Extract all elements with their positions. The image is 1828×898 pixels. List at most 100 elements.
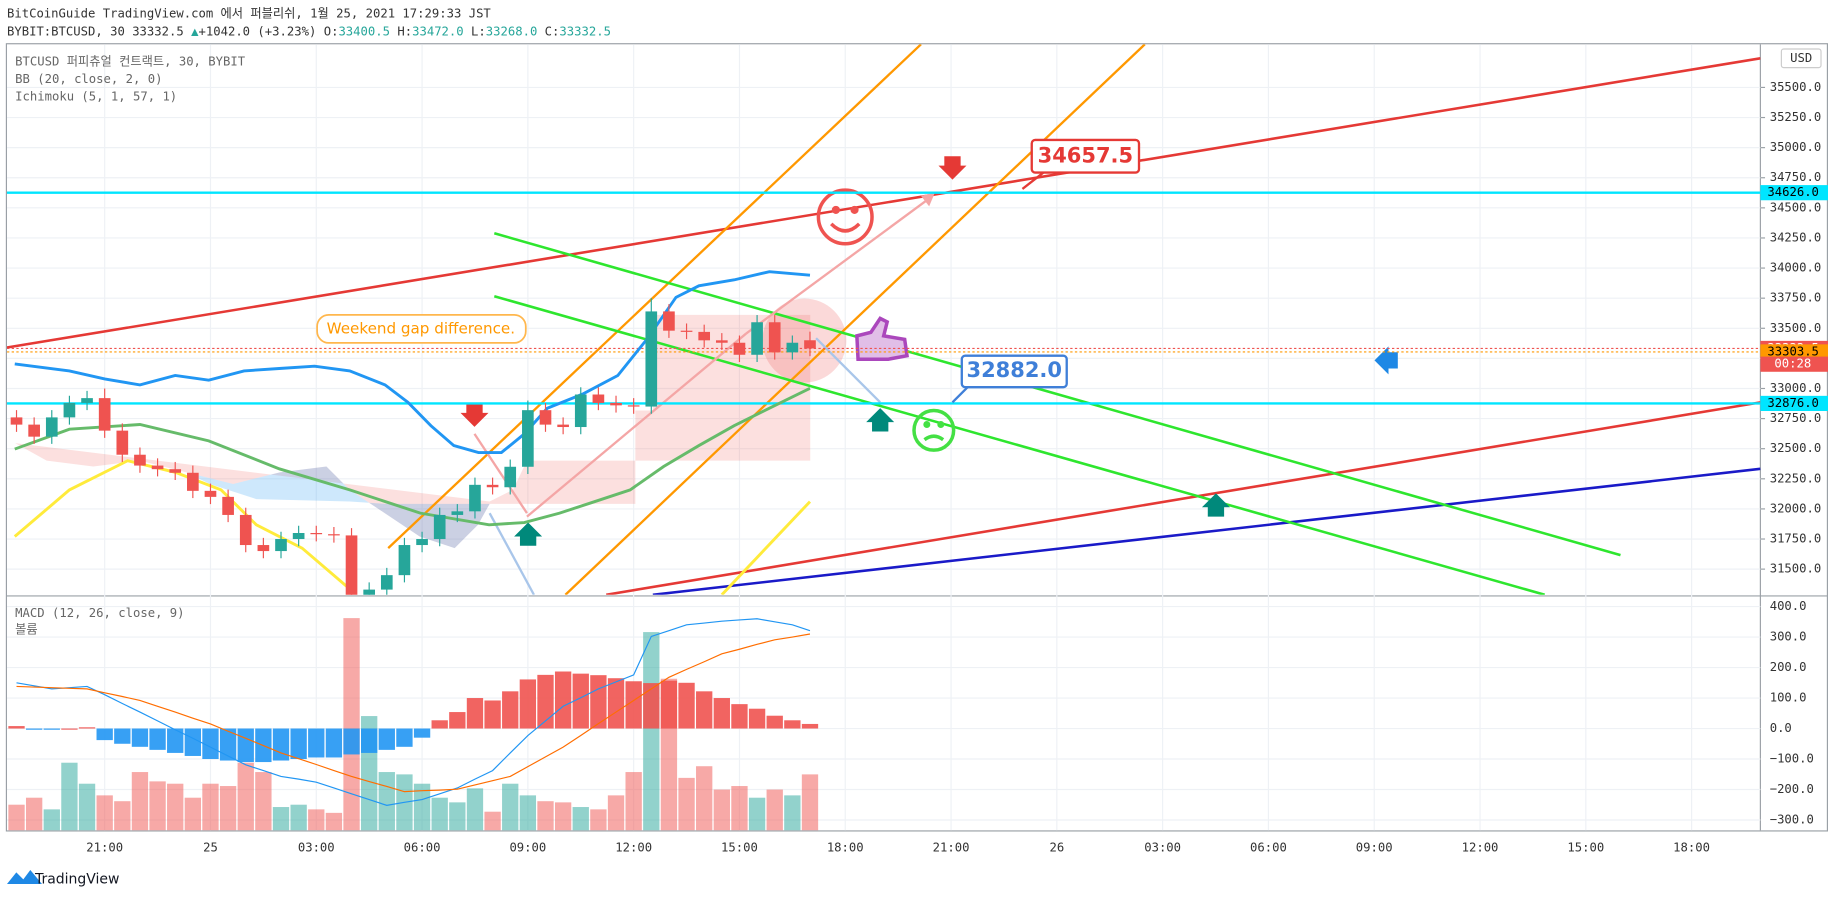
annotation-text: 34657.5	[1038, 143, 1133, 167]
macd-histogram	[660, 680, 678, 729]
frame	[5, 43, 1828, 832]
candle-body	[522, 410, 534, 467]
candle-body	[398, 545, 411, 576]
macd-histogram	[290, 728, 307, 760]
candle-body	[204, 490, 217, 497]
candle-body	[151, 465, 164, 470]
x-tick-label: 21:00	[86, 840, 123, 854]
candle-body	[451, 511, 464, 515]
volume-bar	[784, 795, 801, 831]
macd-histogram	[43, 728, 60, 730]
volume-bar	[184, 797, 202, 831]
x-tick-label: 25	[203, 840, 218, 854]
volume-bar	[607, 795, 625, 831]
volume-bar	[378, 772, 395, 831]
channel-line	[493, 294, 1546, 595]
volume-bar	[519, 795, 537, 831]
volume-bar	[202, 783, 219, 831]
volume-bar	[114, 801, 131, 831]
legend: BTCUSD 퍼피츄얼 컨트랙트, 30, BYBIT	[15, 54, 246, 68]
y-tick-label: 32250.0	[1770, 471, 1822, 485]
macd	[8, 618, 819, 831]
candle-body	[239, 514, 252, 546]
candle-body	[768, 322, 781, 353]
x-tick-label: 06:00	[1250, 840, 1287, 854]
ohlc-value: 33332.5	[559, 24, 611, 38]
channel-line	[564, 44, 1146, 595]
y-tick-label: 300.0	[1770, 630, 1807, 644]
macd-histogram	[572, 673, 589, 729]
drawings	[6, 44, 1761, 595]
macd-histogram	[519, 679, 537, 729]
volume-bar	[219, 786, 237, 831]
macd-histogram	[396, 728, 413, 747]
macd-histogram	[784, 720, 801, 729]
candle-body	[539, 410, 552, 425]
macd-histogram	[766, 715, 783, 729]
volume-bar	[8, 804, 25, 831]
volume-bar	[625, 772, 642, 831]
candle-body	[345, 535, 358, 595]
y-tick-label: 200.0	[1770, 660, 1807, 674]
volume-bar	[96, 795, 113, 831]
candle-body	[380, 575, 393, 590]
header-quote: BYBIT:BTCUSD, 30 33332.5 ▲+1042.0 (+3.23…	[7, 24, 611, 38]
macd-histogram	[114, 728, 131, 744]
y-tick-label: 0.0	[1770, 721, 1792, 735]
candle-body	[751, 322, 763, 355]
macd-histogram	[625, 681, 642, 729]
candle-body	[574, 394, 587, 428]
trend-line	[6, 57, 1761, 349]
x-tick-label: 03:00	[1144, 840, 1181, 854]
macd-histogram	[643, 683, 660, 729]
arrow-path	[526, 332, 747, 518]
candle-body	[328, 534, 340, 536]
candle-body	[81, 398, 93, 403]
x-tick-label: 12:00	[1462, 840, 1499, 854]
candle-body	[433, 514, 446, 540]
cloud-blue	[186, 466, 490, 549]
volume-bar	[325, 812, 343, 831]
y-tick-label: 33000.0	[1770, 381, 1822, 395]
x-tick-label: 03:00	[298, 840, 335, 854]
brand: TradingView	[34, 871, 119, 887]
macd-histogram	[696, 691, 713, 729]
volume-bar	[678, 777, 695, 831]
macd-histogram	[96, 728, 113, 741]
candle-body	[187, 472, 199, 491]
macd-histogram	[237, 728, 254, 763]
volume-bar	[272, 807, 290, 831]
ohlc-key: H:	[397, 24, 412, 38]
macd-histogram	[361, 728, 378, 753]
macd-histogram	[590, 675, 607, 729]
currency: USD	[1790, 51, 1812, 65]
arrow: ▲	[191, 24, 199, 38]
candle-body	[363, 589, 375, 595]
y-tick-label: 33750.0	[1770, 291, 1822, 305]
last: 33332.5	[132, 24, 184, 38]
down-arrow	[938, 156, 967, 180]
candle-body	[486, 484, 499, 488]
ohlc-value: 33472.0	[412, 24, 464, 38]
candle-body	[45, 417, 58, 437]
macd-histogram	[167, 728, 184, 753]
candle-body	[134, 454, 146, 466]
price-label: 34626.0	[1767, 185, 1819, 199]
annotation-text: 32882.0	[967, 358, 1062, 382]
trend-line	[652, 467, 1761, 595]
macd-histogram	[219, 728, 237, 761]
candle-body	[786, 342, 799, 353]
volume-bar	[308, 809, 325, 831]
macd-histogram	[25, 728, 43, 730]
candle-body	[257, 545, 270, 552]
macd-histogram	[748, 708, 766, 729]
change: +1042.0 (+3.23%)	[199, 24, 317, 38]
macd-histogram	[466, 698, 484, 729]
annotation: Weekend gap difference.	[316, 314, 527, 344]
volume-bar	[748, 797, 766, 831]
macd-histogram	[413, 728, 431, 738]
symbol: BYBIT:BTCUSD, 30	[7, 24, 125, 38]
overlay-line	[14, 270, 811, 455]
volume-bar	[766, 789, 783, 831]
smiley	[912, 408, 956, 452]
